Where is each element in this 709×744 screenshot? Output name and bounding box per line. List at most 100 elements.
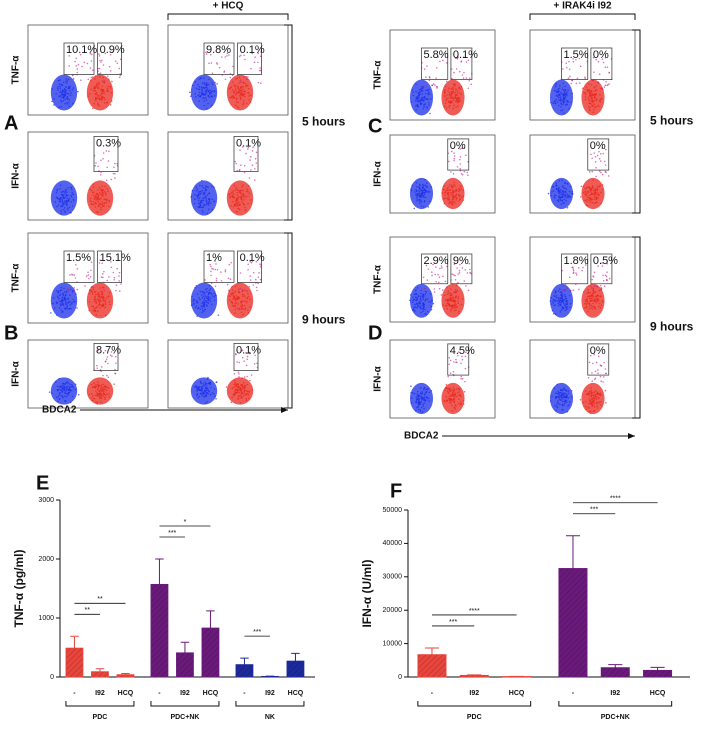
cell-dot xyxy=(235,392,237,394)
cell-dot xyxy=(559,96,562,98)
cell-dot xyxy=(451,101,454,104)
cell-dot xyxy=(443,185,446,187)
cell-dot xyxy=(244,384,247,387)
gate xyxy=(237,42,263,75)
bar xyxy=(600,667,630,678)
cell-dot xyxy=(592,292,595,294)
cell-dot xyxy=(416,104,419,106)
bar xyxy=(150,583,169,678)
gated-dot xyxy=(603,160,606,163)
cell-dot xyxy=(89,197,92,200)
cell-dot xyxy=(446,187,449,190)
gated-dot xyxy=(118,271,121,274)
cell-dot xyxy=(233,379,236,382)
cell-dot xyxy=(593,400,595,402)
cell-dot xyxy=(97,193,99,196)
cell-dot xyxy=(421,93,424,95)
cell-dot xyxy=(66,80,69,82)
cell-dot xyxy=(72,102,74,105)
cell-dot xyxy=(198,94,200,96)
cell-dot xyxy=(417,92,420,94)
cell-dot xyxy=(63,291,66,293)
cell-dot xyxy=(558,192,560,194)
cell-dot xyxy=(584,390,587,392)
cell-dot xyxy=(450,93,453,96)
cell-dot xyxy=(207,295,210,298)
gated-dot xyxy=(101,59,103,62)
cell-dot xyxy=(98,295,100,298)
cell-dot xyxy=(71,191,73,194)
gated-dot xyxy=(602,376,605,378)
cell-dot xyxy=(232,298,234,300)
cell-dot xyxy=(89,200,92,203)
gated-dot xyxy=(238,169,241,171)
cell-dot xyxy=(58,200,61,203)
gated-dot xyxy=(113,278,116,281)
cell-dot xyxy=(62,81,65,84)
cell-dot xyxy=(591,105,594,107)
x-axis-label: BDCA2 xyxy=(42,405,77,416)
cell-dot xyxy=(555,83,557,86)
cell-dot xyxy=(191,189,194,192)
cell-dot xyxy=(56,385,59,388)
gated-dot xyxy=(593,152,596,154)
cell-dot xyxy=(92,289,95,291)
cell-dot xyxy=(595,89,598,91)
gated-dot xyxy=(243,376,246,378)
cell-dot xyxy=(205,201,208,203)
cell-dot xyxy=(593,196,595,198)
cell-dot xyxy=(100,88,103,91)
cell-dot xyxy=(195,285,198,287)
gate xyxy=(233,135,259,172)
cell-dot xyxy=(585,192,587,194)
cell-dot xyxy=(107,387,110,390)
gated-dot xyxy=(571,79,573,82)
cell-dot xyxy=(243,198,246,201)
cell-dot xyxy=(201,385,204,388)
gate-percentage: 5.8% xyxy=(424,49,449,61)
cell-dot xyxy=(455,303,457,305)
cell-dot xyxy=(241,293,244,296)
cell-dot xyxy=(590,94,593,97)
cell-dot xyxy=(204,288,207,291)
gated-dot xyxy=(592,79,595,82)
cell-dot xyxy=(562,100,564,103)
gated-dot xyxy=(595,175,597,178)
cell-dot xyxy=(110,87,112,89)
cell-dot xyxy=(202,197,204,200)
cell-dot xyxy=(597,192,599,194)
cell-dot xyxy=(553,194,556,196)
cell-dot xyxy=(241,305,244,307)
cell-dot xyxy=(233,184,236,187)
error-bar xyxy=(291,652,300,662)
gated-dot xyxy=(88,277,90,280)
cell-dot xyxy=(209,202,212,204)
cell-dot xyxy=(457,296,460,298)
gated-dot xyxy=(90,60,93,62)
cell-dot xyxy=(452,86,454,89)
cell-dot xyxy=(567,194,569,197)
cell-dot xyxy=(99,397,101,400)
cell-dot xyxy=(231,292,234,295)
cell-dot xyxy=(241,377,243,379)
cell-dot xyxy=(558,393,560,396)
cell-dot xyxy=(422,405,425,407)
gated-dot xyxy=(459,155,462,158)
cell-dot xyxy=(555,98,557,101)
gate-percentage: 0.1% xyxy=(240,44,265,56)
cell-dot xyxy=(562,395,565,398)
cell-dot xyxy=(449,288,452,290)
cell-dot xyxy=(249,94,252,97)
gated-dot xyxy=(431,274,433,277)
gated-dot xyxy=(232,65,234,68)
cell-dot xyxy=(560,309,563,312)
cell-dot xyxy=(460,395,462,398)
cell-dot xyxy=(72,298,75,301)
cell-dot xyxy=(239,388,241,390)
cell-dot xyxy=(199,298,201,301)
gated-dot xyxy=(116,62,119,64)
gated-dot xyxy=(103,289,106,292)
cell-dot xyxy=(453,304,455,307)
cell-dot xyxy=(424,178,426,181)
cell-dot xyxy=(583,91,586,94)
